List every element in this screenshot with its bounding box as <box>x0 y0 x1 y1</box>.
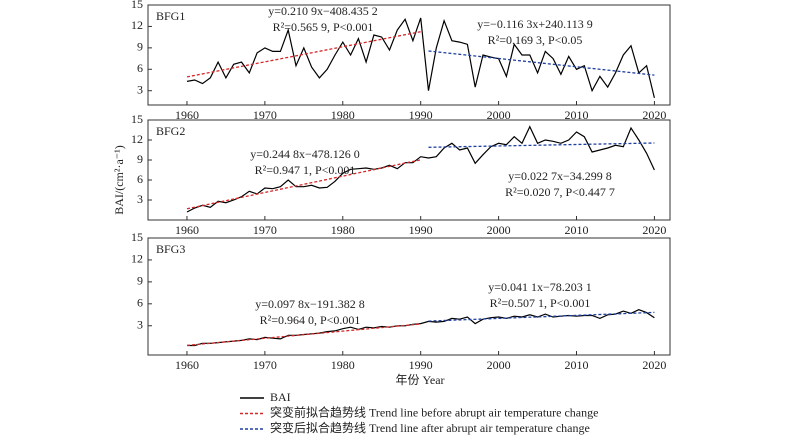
panel-title: BFG3 <box>156 242 185 256</box>
annotation: R²=0.964 0, P<0.001 <box>260 313 361 327</box>
x-tick-label: 2020 <box>642 223 666 237</box>
y-tick-label: 6 <box>137 296 143 310</box>
x-tick-label: 2000 <box>487 223 511 237</box>
legend-label: 突变前拟合趋势线 Trend line before abrupt air te… <box>270 404 598 419</box>
plot-frame <box>147 4 671 106</box>
y-tick-label: 9 <box>137 152 143 166</box>
annotation: R²=0.565 9, P<0.001 <box>273 20 374 34</box>
legend-label: 突变后拟合趋势线 Trend line after abrupt air tem… <box>270 420 590 435</box>
x-tick-label: 2020 <box>642 108 666 122</box>
data-line <box>186 17 655 99</box>
annotation: R²=0.507 1, P<0.001 <box>490 296 591 310</box>
annotation: R²=0.020 7, P<0.447 7 <box>505 185 615 199</box>
y-tick-label: 9 <box>137 274 143 288</box>
y-tick-label: 12 <box>131 18 143 32</box>
x-tick-label: 1970 <box>253 108 277 122</box>
y-tick-label: 15 <box>131 230 143 244</box>
legend-label: BAI <box>270 390 291 404</box>
annotation: y=0.041 1x−78.203 1 <box>488 280 592 294</box>
y-tick-label: 6 <box>137 61 143 75</box>
plot-frame <box>147 119 671 221</box>
x-tick-label: 1980 <box>331 108 355 122</box>
x-tick-label: 1960 <box>175 358 199 372</box>
annotation: y=0.097 8x−191.382 8 <box>255 297 365 311</box>
x-tick-label: 2010 <box>565 358 589 372</box>
trend-line <box>428 142 655 148</box>
x-tick-label: 2000 <box>487 358 511 372</box>
y-tick-label: 15 <box>131 112 143 126</box>
x-tick-label: 1990 <box>409 108 433 122</box>
x-tick-label: 1980 <box>331 223 355 237</box>
panel-title: BFG1 <box>156 9 185 23</box>
x-tick-label: 2020 <box>642 358 666 372</box>
x-tick-label: 2010 <box>565 108 589 122</box>
annotation: y=0.022 7x−34.299 8 <box>508 169 612 183</box>
y-tick-label: 15 <box>131 0 143 11</box>
trend-line <box>428 311 655 322</box>
x-tick-label: 1980 <box>331 358 355 372</box>
x-tick-label: 1960 <box>175 108 199 122</box>
panel-title: BFG2 <box>156 124 185 138</box>
x-tick-label: 1990 <box>409 358 433 372</box>
y-tick-label: 3 <box>137 82 143 96</box>
y-axis-label: BAI/(cm²·a⁻¹) <box>112 145 126 215</box>
y-tick-label: 6 <box>137 172 143 186</box>
trend-line <box>186 323 421 347</box>
annotation: R²=0.947 1, P<0.001 <box>255 163 356 177</box>
y-tick-label: 3 <box>137 318 143 332</box>
y-tick-label: 12 <box>131 252 143 266</box>
x-tick-label: 1970 <box>253 223 277 237</box>
annotation: R²=0.169 3, P<0.05 <box>488 33 583 47</box>
x-tick-label: 1970 <box>253 358 277 372</box>
annotation: y=0.210 9x−408.435 2 <box>268 4 378 18</box>
x-axis-label: 年份 Year <box>395 373 444 387</box>
annotation: y=0.244 8x−478.126 0 <box>250 147 360 161</box>
x-tick-label: 1960 <box>175 223 199 237</box>
y-tick-label: 3 <box>137 192 143 206</box>
data-line <box>186 125 655 213</box>
x-tick-label: 2000 <box>487 108 511 122</box>
trend-line <box>428 50 655 76</box>
data-line <box>187 309 655 347</box>
x-tick-label: 1990 <box>409 223 433 237</box>
annotation: y=−0.116 3x+240.113 9 <box>477 17 592 31</box>
y-tick-label: 9 <box>137 40 143 54</box>
y-tick-label: 12 <box>131 132 143 146</box>
plot-frame <box>147 237 671 356</box>
trend-line <box>186 31 421 78</box>
x-tick-label: 2010 <box>565 223 589 237</box>
